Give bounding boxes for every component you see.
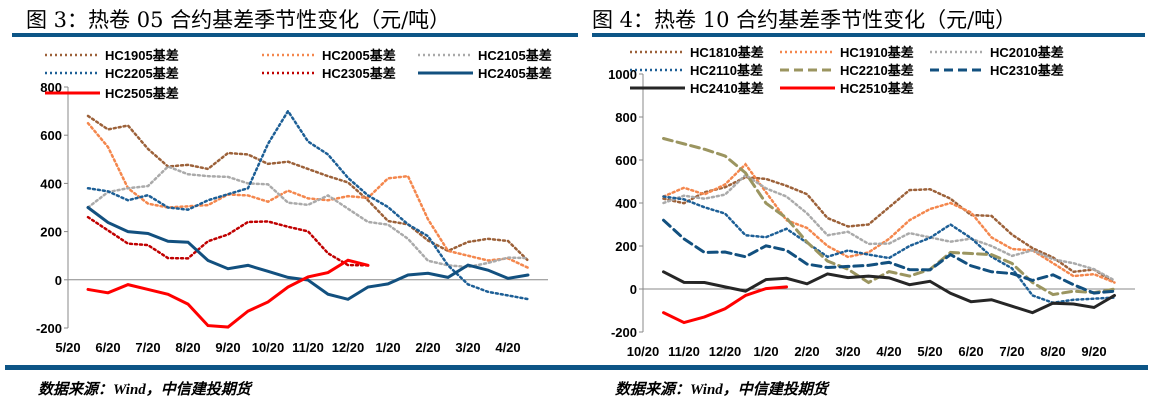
legend-label: HC1910基差 — [840, 45, 914, 60]
x-tick-label: 10/20 — [627, 344, 660, 359]
y-tick-label: 400 — [40, 176, 62, 191]
series-line-HC2110基差 — [662, 195, 1116, 305]
x-tick-label: 9/20 — [215, 340, 240, 355]
chart-title-2: 图 4：热卷 10 合约基差季节性变化（元/吨） — [592, 8, 1017, 32]
x-tick-label: 6/20 — [958, 344, 983, 359]
legend-label: HC2205基差 — [105, 66, 179, 81]
legend-label: HC2010基差 — [990, 45, 1064, 60]
legend-label: HC2005基差 — [322, 48, 396, 63]
x-tick-label: 6/20 — [95, 340, 120, 355]
y-tick-label: -200 — [611, 325, 637, 340]
series-line-HC2305基差 — [86, 215, 370, 267]
x-tick-label: 11/20 — [668, 344, 700, 359]
x-tick-label: 5/20 — [917, 344, 942, 359]
series-line-HC2105基差 — [86, 165, 530, 269]
series-line-HC2005基差 — [86, 121, 530, 269]
y-tick-label: 400 — [615, 196, 637, 211]
x-tick-label: 10/20 — [252, 340, 285, 355]
x-tick-label: 5/20 — [55, 340, 80, 355]
x-tick-label: 2/20 — [415, 340, 440, 355]
series-line-HC2010基差 — [662, 173, 1116, 282]
legend-label: HC2405基差 — [478, 66, 552, 81]
x-tick-label: 4/20 — [876, 344, 901, 359]
x-tick-label: 8/20 — [175, 340, 200, 355]
x-tick-label: 7/20 — [999, 344, 1024, 359]
y-tick-label: 1000 — [608, 67, 637, 82]
y-tick-label: 200 — [40, 225, 62, 240]
series-line-HC2410基差 — [662, 270, 1116, 315]
legend-label: HC2210基差 — [840, 63, 914, 78]
x-tick-label: 1/20 — [375, 340, 400, 355]
legend-label: HC2505基差 — [105, 86, 179, 101]
x-tick-label: 12/20 — [709, 344, 742, 359]
legend-label: HC2510基差 — [840, 81, 914, 96]
source-note-2: 数据来源：Wind，中信建投期货 — [615, 382, 828, 398]
x-tick-label: 12/20 — [332, 340, 365, 355]
x-tick-label: 2/20 — [794, 344, 819, 359]
series-line-HC2405基差 — [86, 206, 530, 301]
series-line-HC1905基差 — [86, 114, 530, 262]
y-tick-label: 600 — [615, 153, 637, 168]
x-tick-label: 1/20 — [753, 344, 778, 359]
series-line-HC1910基差 — [662, 162, 1116, 284]
title-rule-2 — [592, 33, 1145, 37]
x-tick-label: 3/20 — [835, 344, 860, 359]
series-line-HC2510基差 — [662, 285, 788, 325]
legend-label: HC1810基差 — [690, 45, 764, 60]
x-tick-label: 7/20 — [135, 340, 160, 355]
series-line-HC2310基差 — [662, 218, 1116, 295]
y-tick-label: 0 — [55, 273, 62, 288]
source-note-1: 数据来源：Wind，中信建投期货 — [38, 382, 251, 398]
series-line-HC1810基差 — [662, 175, 1116, 284]
legend-label: HC2310基差 — [990, 63, 1064, 78]
series-line-HC2205基差 — [86, 108, 530, 301]
y-tick-label: 800 — [615, 110, 637, 125]
legend-label: HC1905基差 — [105, 48, 179, 63]
legend-label: HC2105基差 — [478, 48, 552, 63]
y-tick-label: 800 — [40, 80, 62, 95]
chart-title-1: 图 3：热卷 05 合约基差季节性变化（元/吨） — [26, 8, 451, 32]
legend-label: HC2410基差 — [690, 81, 764, 96]
title-rule-1 — [12, 33, 578, 37]
x-tick-label: 4/20 — [495, 340, 520, 355]
y-tick-label: 600 — [40, 128, 62, 143]
bottom-rule — [5, 365, 1148, 370]
x-tick-label: 9/20 — [1081, 344, 1106, 359]
y-tick-label: -200 — [36, 321, 62, 336]
y-tick-label: 0 — [630, 282, 637, 297]
legend-label: HC2305基差 — [322, 66, 396, 81]
legend-label: HC2110基差 — [690, 63, 763, 78]
series-line-HC2210基差 — [662, 137, 1116, 297]
x-tick-label: 8/20 — [1040, 344, 1065, 359]
x-tick-label: 3/20 — [455, 340, 480, 355]
y-tick-label: 200 — [615, 239, 637, 254]
series-line-HC2505基差 — [86, 258, 370, 329]
x-tick-label: 11/20 — [292, 340, 324, 355]
